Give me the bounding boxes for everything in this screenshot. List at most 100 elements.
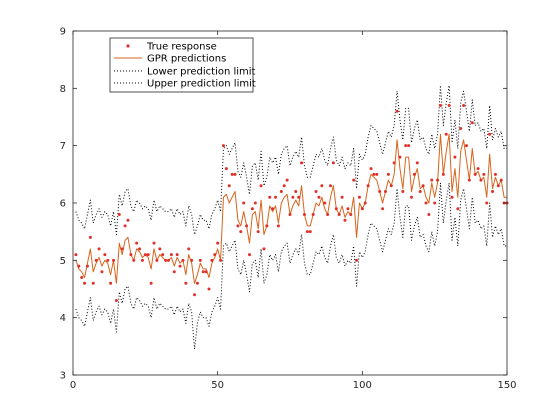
true-response-point <box>112 258 116 262</box>
true-response-point <box>184 281 188 285</box>
true-response-point <box>326 212 330 216</box>
y-tick-label: 6 <box>60 199 66 210</box>
true-response-point <box>175 253 179 257</box>
true-response-point <box>83 281 87 285</box>
true-response-point <box>395 109 399 113</box>
true-response-point <box>378 190 382 194</box>
true-response-point <box>415 161 419 165</box>
true-response-point <box>352 178 356 182</box>
y-tick-label: 9 <box>60 27 66 38</box>
true-response-point <box>444 132 448 136</box>
true-response-point <box>412 172 416 176</box>
true-response-point <box>132 258 136 262</box>
true-response-point <box>459 126 463 130</box>
true-response-point <box>242 201 246 205</box>
true-response-point <box>464 144 468 148</box>
true-response-point <box>288 212 292 216</box>
true-response-point <box>450 195 454 199</box>
true-response-point <box>349 212 353 216</box>
y-tick-label: 5 <box>60 256 66 267</box>
true-response-point <box>221 144 225 148</box>
true-response-point <box>381 207 385 211</box>
true-response-point <box>476 167 480 171</box>
true-response-point <box>245 224 249 228</box>
true-response-point <box>462 104 466 108</box>
true-response-point <box>216 241 220 245</box>
true-response-point <box>195 281 199 285</box>
true-response-point <box>233 172 237 176</box>
true-response-point <box>88 235 92 239</box>
true-response-point <box>114 298 118 302</box>
true-response-point <box>456 207 460 211</box>
true-response-point <box>91 281 95 285</box>
true-response-point <box>276 224 280 228</box>
true-response-point <box>230 172 234 176</box>
legend-box <box>109 37 254 93</box>
true-response-point <box>247 253 251 257</box>
true-response-point <box>496 184 500 188</box>
true-response-point <box>346 207 350 211</box>
true-response-point <box>172 270 176 274</box>
true-response-point <box>74 253 78 257</box>
true-response-point <box>383 190 387 194</box>
true-response-point <box>363 201 367 205</box>
true-response-point <box>340 195 344 199</box>
y-tick-label: 4 <box>60 313 66 324</box>
true-response-point <box>271 207 275 211</box>
ticks-layer: 0 50 100 150 3 4 5 6 7 8 9 <box>60 27 517 392</box>
true-response-point <box>418 190 422 194</box>
true-response-point <box>198 258 202 262</box>
x-tick-label: 50 <box>211 380 224 391</box>
true-response-point <box>155 258 159 262</box>
true-response-point <box>294 190 298 194</box>
legend-label-lower-limit: Lower prediction limit <box>147 67 256 78</box>
true-response-point <box>479 178 483 182</box>
true-response-point <box>433 201 437 205</box>
true-response-point <box>441 172 445 176</box>
true-response-point <box>164 258 168 262</box>
legend-label-upper-limit: Upper prediction limit <box>147 79 256 90</box>
true-response-point <box>149 281 153 285</box>
true-response-point <box>120 247 124 251</box>
true-response-point <box>250 207 254 211</box>
true-response-point <box>268 195 272 199</box>
true-response-point <box>152 241 156 245</box>
true-response-point <box>123 224 127 228</box>
x-tick-label: 0 <box>70 380 76 391</box>
true-response-point <box>117 212 121 216</box>
true-response-point <box>467 178 471 182</box>
true-response-point <box>256 230 260 234</box>
x-tick-label: 100 <box>353 380 372 391</box>
true-response-point <box>430 178 434 182</box>
y-tick-label: 3 <box>60 371 66 382</box>
true-response-point <box>262 247 266 251</box>
true-response-point <box>181 258 185 262</box>
true-response-point <box>193 293 197 297</box>
upper-limit-line <box>75 84 507 236</box>
true-response-point <box>389 184 393 188</box>
true-response-point <box>109 281 113 285</box>
true-response-point <box>161 253 165 257</box>
true-response-point <box>357 195 361 199</box>
true-response-point <box>224 167 228 171</box>
true-response-point <box>493 172 497 176</box>
true-response-point <box>207 287 211 291</box>
true-response-point <box>499 178 503 182</box>
true-response-point <box>375 172 379 176</box>
true-response-point <box>106 258 110 262</box>
true-response-point <box>386 172 390 176</box>
true-response-point <box>355 258 359 262</box>
true-response-point <box>201 270 205 274</box>
true-response-point <box>178 264 182 268</box>
true-response-point <box>146 253 150 257</box>
true-response-point <box>126 218 130 222</box>
true-response-point <box>85 264 89 268</box>
true-response-point <box>300 161 304 165</box>
true-response-point <box>491 190 495 194</box>
true-response-point <box>317 195 321 199</box>
true-response-point <box>291 195 295 199</box>
true-response-point <box>190 258 194 262</box>
gpr-prediction-line <box>75 133 507 284</box>
true-response-point <box>337 212 341 216</box>
